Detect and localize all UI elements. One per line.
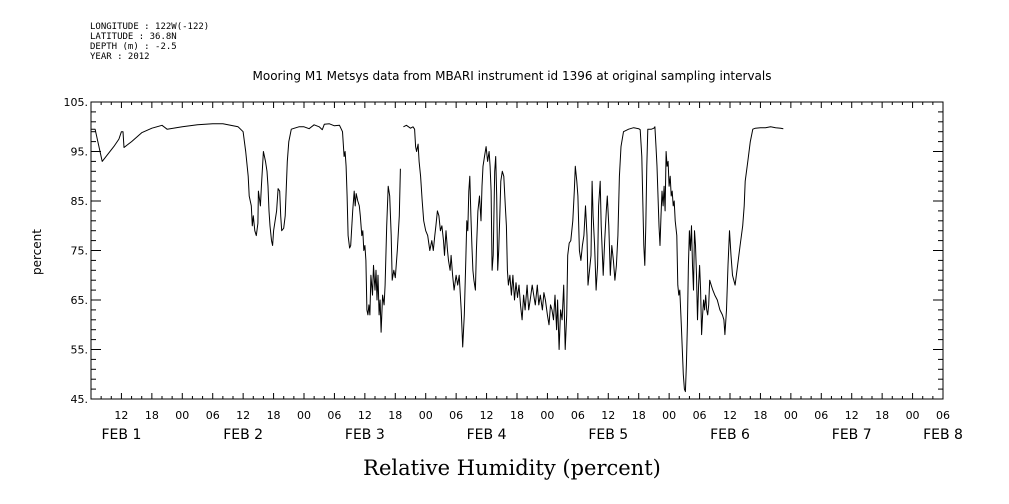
y-tick-label: 95. — [71, 146, 89, 159]
y-tick-label: 85. — [71, 195, 89, 208]
x-day-label: FEB 3 — [345, 427, 385, 443]
x-tick-label: 12 — [601, 409, 615, 422]
x-tick-label: 06 — [327, 409, 341, 422]
x-day-label: FEB 2 — [223, 427, 263, 443]
x-tick-label: 18 — [145, 409, 159, 422]
x-tick-label: 06 — [936, 409, 950, 422]
x-tick-label: 00 — [662, 409, 676, 422]
meta-latitude: LATITUDE : 36.8N — [90, 32, 177, 42]
meta-longitude: LONGITUDE : 122W(-122) — [90, 22, 209, 32]
x-tick-label: 18 — [388, 409, 402, 422]
x-day-label: FEB 4 — [467, 427, 507, 443]
y-tick-label: 45. — [71, 393, 89, 406]
x-tick-label: 00 — [540, 409, 554, 422]
x-tick-label: 18 — [267, 409, 281, 422]
x-tick-label: 12 — [358, 409, 372, 422]
x-tick-label: 18 — [753, 409, 767, 422]
x-day-label: FEB 8 — [923, 427, 963, 443]
x-tick-label: 00 — [784, 409, 798, 422]
x-tick-label: 06 — [571, 409, 585, 422]
minor-ticks — [90, 101, 944, 400]
x-tick-label: 00 — [297, 409, 311, 422]
series-line — [91, 123, 401, 333]
y-tick-label: 105. — [64, 96, 89, 109]
meta-depth: DEPTH (m) : -2.5 — [90, 42, 177, 52]
y-axis: 45. 55. 65. 75. 85. 95. 105. — [64, 96, 89, 406]
x-tick-label: 12 — [236, 409, 250, 422]
x-axis: 12 18 00 06 12 18 00 06 12 18 00 06 12 18 00 06 12 18 00 06… — [101, 409, 962, 443]
y-tick-label: 75. — [71, 245, 89, 258]
x-day-label: FEB 6 — [710, 427, 750, 443]
x-tick-label: 06 — [814, 409, 828, 422]
x-day-label: FEB 1 — [101, 427, 141, 443]
x-tick-label: 00 — [906, 409, 920, 422]
x-tick-label: 06 — [693, 409, 707, 422]
x-tick-label: 12 — [845, 409, 859, 422]
x-day-label: FEB 7 — [832, 427, 872, 443]
x-axis-label: Relative Humidity (percent) — [363, 456, 661, 480]
x-tick-label: 12 — [480, 409, 494, 422]
chart-title: Mooring M1 Metsys data from MBARI instru… — [253, 69, 772, 83]
series-line — [403, 124, 784, 393]
series-layer — [91, 123, 784, 393]
plot-frame — [90, 101, 944, 400]
x-tick-label: 12 — [114, 409, 128, 422]
y-tick-label: 55. — [71, 344, 89, 357]
x-day-label: FEB 5 — [588, 427, 628, 443]
x-tick-label: 06 — [206, 409, 220, 422]
x-tick-label: 00 — [419, 409, 433, 422]
y-tick-label: 65. — [71, 294, 89, 307]
meta-year: YEAR : 2012 — [90, 52, 150, 62]
x-tick-label: 12 — [723, 409, 737, 422]
x-tick-label: 18 — [510, 409, 524, 422]
x-tick-label: 06 — [449, 409, 463, 422]
y-axis-label: percent — [30, 229, 44, 275]
x-tick-label: 18 — [632, 409, 646, 422]
x-tick-label: 00 — [175, 409, 189, 422]
x-tick-label: 18 — [875, 409, 889, 422]
